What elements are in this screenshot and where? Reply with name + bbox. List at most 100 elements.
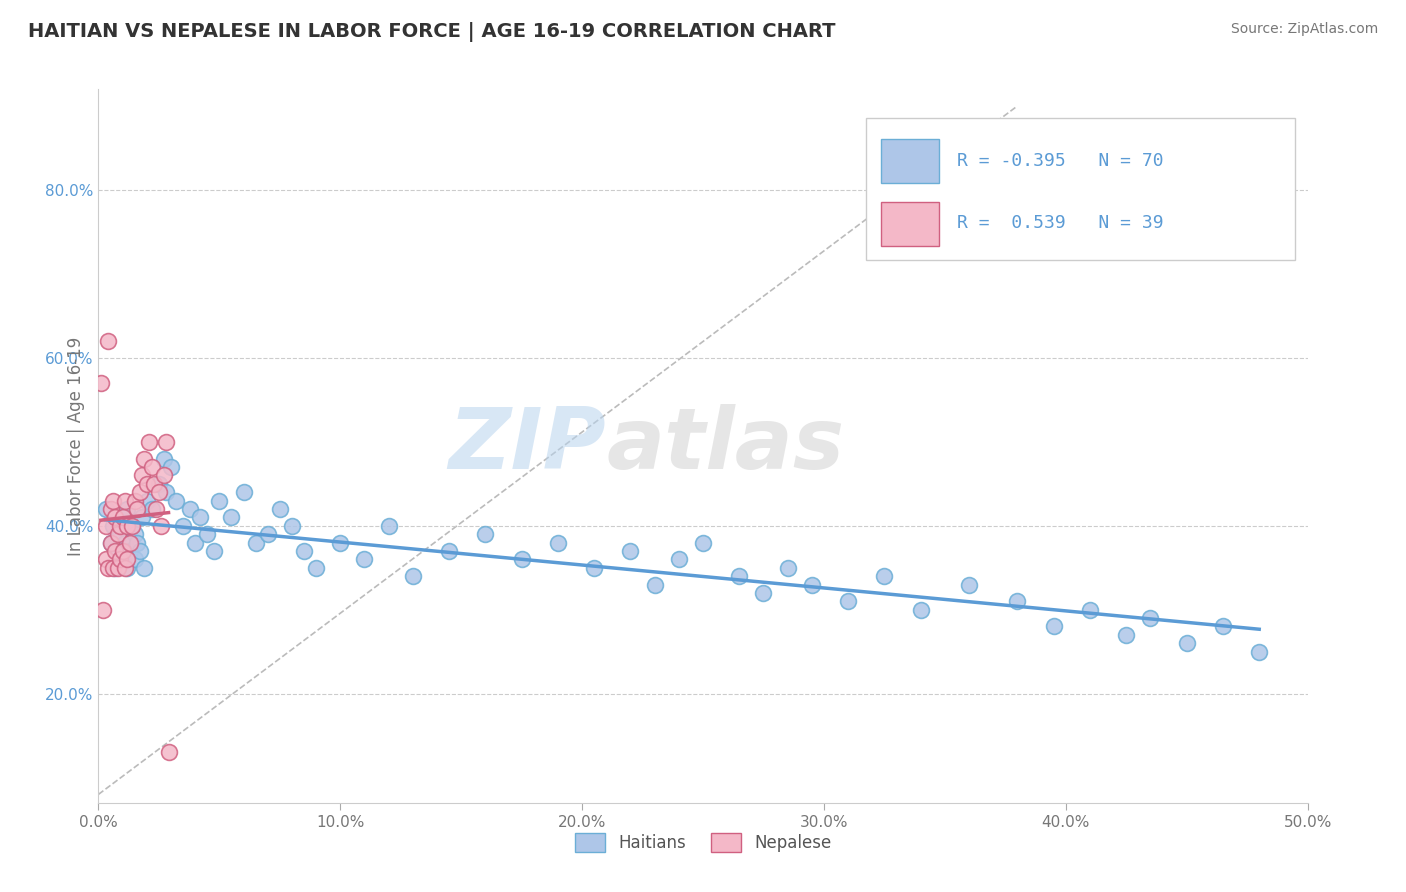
Point (165, 493, 187, 508)
Text: Source: ZipAtlas.com: Source: ZipAtlas.com (1230, 22, 1378, 37)
Point (94, 518, 117, 533)
Point (377, 518, 399, 533)
Point (184, 535, 207, 549)
Point (157, 746, 180, 760)
Point (152, 468, 174, 483)
Point (152, 451, 174, 466)
Point (668, 552, 690, 566)
Point (128, 485, 150, 500)
Point (510, 552, 533, 566)
Point (728, 569, 751, 583)
Point (134, 451, 156, 466)
Point (221, 510, 243, 524)
Point (873, 569, 896, 583)
Point (117, 560, 139, 574)
Point (107, 560, 129, 574)
Point (141, 502, 163, 516)
Point (100, 535, 122, 549)
Point (837, 594, 859, 608)
Point (619, 544, 641, 558)
Point (107, 527, 129, 541)
Point (305, 560, 328, 574)
Point (104, 544, 127, 558)
Point (121, 518, 143, 533)
Point (131, 468, 153, 483)
Point (150, 518, 173, 533)
Point (752, 586, 775, 600)
Point (353, 552, 375, 566)
Point (127, 502, 149, 516)
Point (94, 552, 117, 566)
Point (91, 603, 114, 617)
Point (100, 502, 122, 516)
Point (117, 502, 139, 516)
Point (111, 510, 134, 524)
Point (131, 510, 153, 524)
Point (1078, 603, 1101, 617)
Point (127, 535, 149, 549)
Point (1139, 611, 1161, 625)
Point (117, 552, 139, 566)
FancyBboxPatch shape (880, 139, 939, 184)
Point (114, 560, 136, 574)
Point (910, 603, 932, 617)
Point (148, 476, 170, 491)
Point (121, 518, 143, 533)
Point (155, 485, 177, 500)
Text: atlas: atlas (606, 404, 845, 488)
Point (1042, 619, 1064, 633)
Point (135, 493, 157, 508)
Point (208, 493, 231, 508)
FancyBboxPatch shape (866, 118, 1295, 260)
Point (145, 502, 167, 516)
Point (111, 552, 134, 566)
Point (800, 577, 823, 591)
Point (117, 518, 139, 533)
Point (329, 535, 352, 549)
Point (256, 527, 278, 541)
Point (90, 376, 112, 390)
Text: ZIP: ZIP (449, 404, 606, 488)
Point (128, 544, 150, 558)
Point (155, 434, 177, 449)
Point (134, 560, 156, 574)
Text: HAITIAN VS NEPALESE IN LABOR FORCE | AGE 16-19 CORRELATION CHART: HAITIAN VS NEPALESE IN LABOR FORCE | AGE… (28, 22, 835, 42)
Point (135, 476, 157, 491)
Point (269, 502, 291, 516)
FancyBboxPatch shape (880, 202, 939, 246)
Point (583, 560, 606, 574)
Point (114, 535, 136, 549)
Point (97, 334, 120, 348)
Point (104, 560, 127, 574)
Y-axis label: In Labor Force | Age 16-19: In Labor Force | Age 16-19 (66, 336, 84, 556)
Point (100, 535, 122, 549)
Point (138, 434, 160, 449)
Point (101, 518, 124, 533)
Text: R =  0.539   N = 39: R = 0.539 N = 39 (957, 214, 1164, 232)
Point (1175, 636, 1198, 650)
Point (195, 527, 218, 541)
Point (118, 535, 141, 549)
Point (692, 535, 714, 549)
Point (204, 544, 226, 558)
Point (143, 476, 166, 491)
Point (1115, 628, 1137, 642)
Point (114, 493, 136, 508)
Point (124, 493, 146, 508)
Legend: Haitians, Nepalese: Haitians, Nepalese (568, 826, 838, 859)
Point (188, 510, 211, 524)
Point (101, 560, 124, 574)
Point (141, 460, 163, 475)
Point (111, 544, 134, 558)
Point (281, 518, 304, 533)
Point (644, 577, 666, 591)
Point (101, 493, 124, 508)
Point (437, 544, 460, 558)
Point (172, 518, 194, 533)
Point (474, 527, 496, 541)
Point (776, 560, 799, 574)
Point (1212, 619, 1234, 633)
Point (124, 527, 146, 541)
Point (1007, 594, 1029, 608)
Point (547, 535, 569, 549)
